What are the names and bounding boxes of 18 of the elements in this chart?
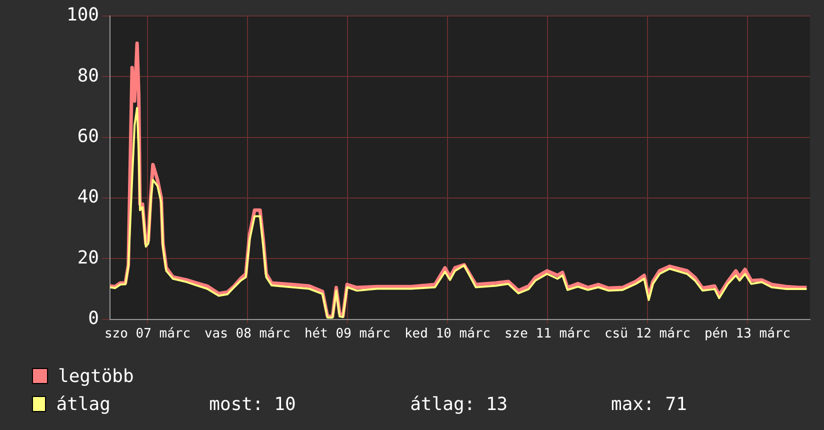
legend-label: átlag (56, 394, 112, 414)
text: átlag: 13 (410, 394, 509, 414)
y-tick-label: 40 (77, 186, 99, 208)
text: max: 71 (611, 394, 688, 414)
legend-label: legtöbb (58, 366, 135, 386)
x-tick-label: pén 13 márc (704, 326, 791, 342)
x-tick-label: hét 09 márc (304, 326, 391, 342)
x-tick-label: csü 12 márc (604, 326, 691, 342)
x-tick-label: ked 10 márc (404, 326, 491, 342)
text: most: 10 (209, 394, 297, 414)
x-tick-label: szo 07 márc (104, 326, 191, 342)
y-tick-label: 20 (77, 247, 99, 268)
y-tick-label: 80 (77, 65, 99, 86)
y-tick-label: 100 (66, 4, 99, 26)
y-tick-label: 60 (77, 126, 99, 148)
x-tick-label: sze 11 márc (504, 326, 591, 342)
y-tick-label: 0 (88, 308, 99, 330)
x-tick-label: vas 08 márc (204, 326, 291, 342)
